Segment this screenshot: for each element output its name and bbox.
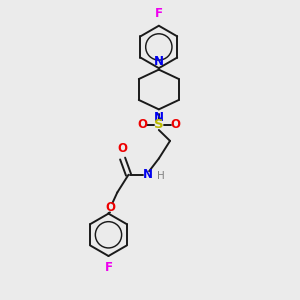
- Text: O: O: [138, 118, 148, 131]
- Text: F: F: [104, 261, 112, 274]
- Text: N: N: [154, 56, 164, 68]
- Text: N: N: [142, 168, 153, 181]
- Text: H: H: [157, 171, 165, 181]
- Text: O: O: [118, 142, 128, 155]
- Text: O: O: [105, 201, 115, 214]
- Text: S: S: [154, 118, 164, 131]
- Text: F: F: [155, 8, 163, 20]
- Text: N: N: [154, 110, 164, 124]
- Text: O: O: [170, 118, 180, 131]
